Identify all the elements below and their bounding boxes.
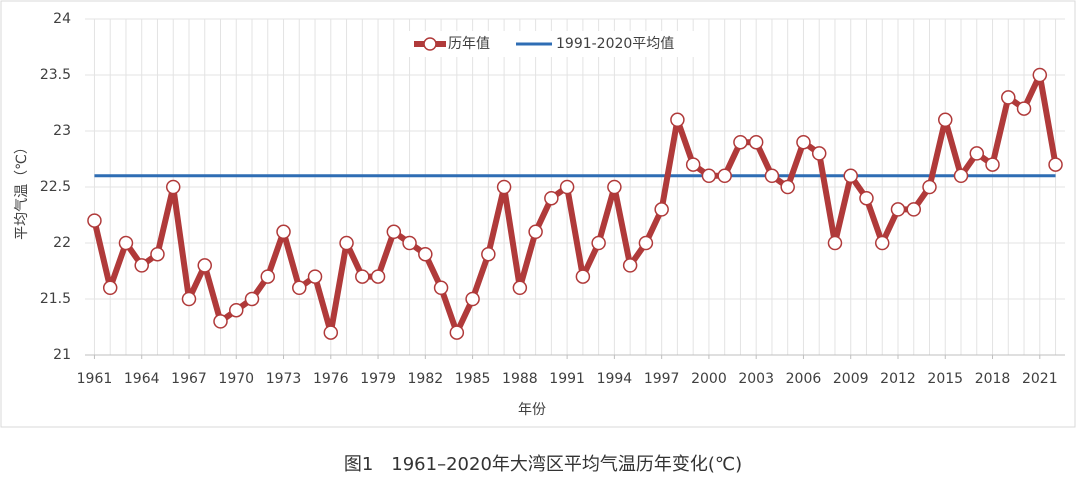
data-point [465, 291, 480, 307]
data-point [843, 168, 858, 184]
data-point [859, 190, 874, 206]
x-tick-label: 1973 [266, 371, 302, 387]
data-point [292, 280, 307, 296]
data-point [496, 179, 512, 195]
data-point [827, 235, 843, 251]
data-point [481, 246, 496, 262]
x-tick-label: 1994 [597, 371, 633, 387]
data-point [134, 258, 149, 273]
data-point [165, 179, 181, 195]
data-point [449, 325, 465, 340]
x-tick-label: 2009 [833, 371, 869, 387]
data-point [685, 157, 701, 172]
x-tick-label: 1976 [313, 371, 349, 387]
data-point [512, 280, 528, 296]
x-tick-label: 1997 [644, 371, 680, 387]
data-point [307, 269, 323, 284]
data-point [796, 134, 811, 150]
x-tick-label: 1979 [360, 371, 396, 387]
data-point [890, 202, 906, 217]
x-axis-title: 年份 [518, 402, 546, 418]
data-point [118, 235, 134, 251]
data-point [1001, 90, 1016, 105]
data-point [938, 112, 953, 128]
data-point [213, 314, 228, 329]
x-tick-label: 2003 [738, 371, 774, 387]
data-point [874, 235, 890, 251]
chart-frame [0, 0, 1076, 428]
data-point [717, 168, 732, 184]
data-point [528, 224, 543, 240]
x-tick-label: 1967 [171, 371, 207, 387]
x-tick-label: 1988 [502, 371, 538, 387]
data-point [780, 179, 795, 195]
data-point [87, 213, 102, 228]
x-tick-label: 2015 [927, 371, 963, 387]
y-tick-label: 23 [53, 123, 71, 139]
data-point [244, 291, 260, 307]
data-point [922, 179, 937, 195]
y-tick-label: 21.5 [40, 291, 71, 307]
x-tick-label: 2018 [975, 371, 1011, 387]
data-point [811, 146, 827, 161]
data-point [386, 224, 402, 240]
data-point [229, 302, 244, 318]
x-tick-label: 2012 [880, 371, 916, 387]
data-point [355, 269, 370, 284]
data-point [197, 258, 212, 273]
x-tick-label: 2006 [786, 371, 822, 387]
legend-label: 1991-2020平均值 [556, 36, 674, 52]
data-point [150, 246, 165, 262]
data-point [181, 291, 197, 307]
x-tick-label: 1985 [455, 371, 491, 387]
x-tick-label: 1961 [77, 371, 113, 387]
data-point [748, 134, 764, 150]
x-tick-label: 1991 [549, 371, 585, 387]
data-point [1016, 101, 1032, 116]
data-point [323, 325, 339, 340]
data-point [402, 235, 417, 251]
data-point [418, 246, 433, 262]
x-tick-label: 1970 [218, 371, 254, 387]
data-point [622, 258, 638, 273]
data-point [733, 134, 748, 150]
data-point [985, 157, 1000, 172]
data-point [370, 269, 386, 284]
y-axis-title: 平均气温（℃） [14, 140, 30, 240]
data-point [607, 179, 622, 195]
data-point [953, 168, 969, 184]
x-tick-label: 1982 [408, 371, 444, 387]
data-point [1032, 67, 1048, 83]
legend-label: 历年值 [448, 36, 490, 52]
data-point [969, 146, 985, 161]
data-point [276, 224, 291, 240]
data-point [670, 112, 685, 128]
data-point [1048, 157, 1063, 172]
x-tick-label: 2021 [1022, 371, 1058, 387]
data-point [701, 168, 717, 184]
x-tick-label: 1964 [124, 371, 160, 387]
data-point [260, 269, 276, 284]
y-tick-label: 21 [53, 347, 71, 363]
data-point [591, 235, 606, 251]
data-point [559, 179, 575, 195]
data-point [764, 168, 780, 184]
y-tick-label: 22.5 [40, 179, 71, 195]
x-tick-label: 2000 [691, 371, 727, 387]
data-point [906, 202, 921, 217]
data-point [339, 235, 354, 251]
y-tick-label: 23.5 [40, 67, 71, 83]
data-point [102, 280, 118, 296]
data-point [654, 202, 669, 217]
y-tick-label: 22 [53, 235, 71, 251]
data-point [544, 190, 559, 206]
data-point [638, 235, 654, 251]
data-point [575, 269, 591, 284]
caption: 图1 1961–2020年大湾区平均气温历年变化(℃) [344, 454, 742, 475]
data-point [433, 280, 449, 296]
legend-marker [423, 37, 437, 51]
y-tick-label: 24 [53, 11, 71, 27]
